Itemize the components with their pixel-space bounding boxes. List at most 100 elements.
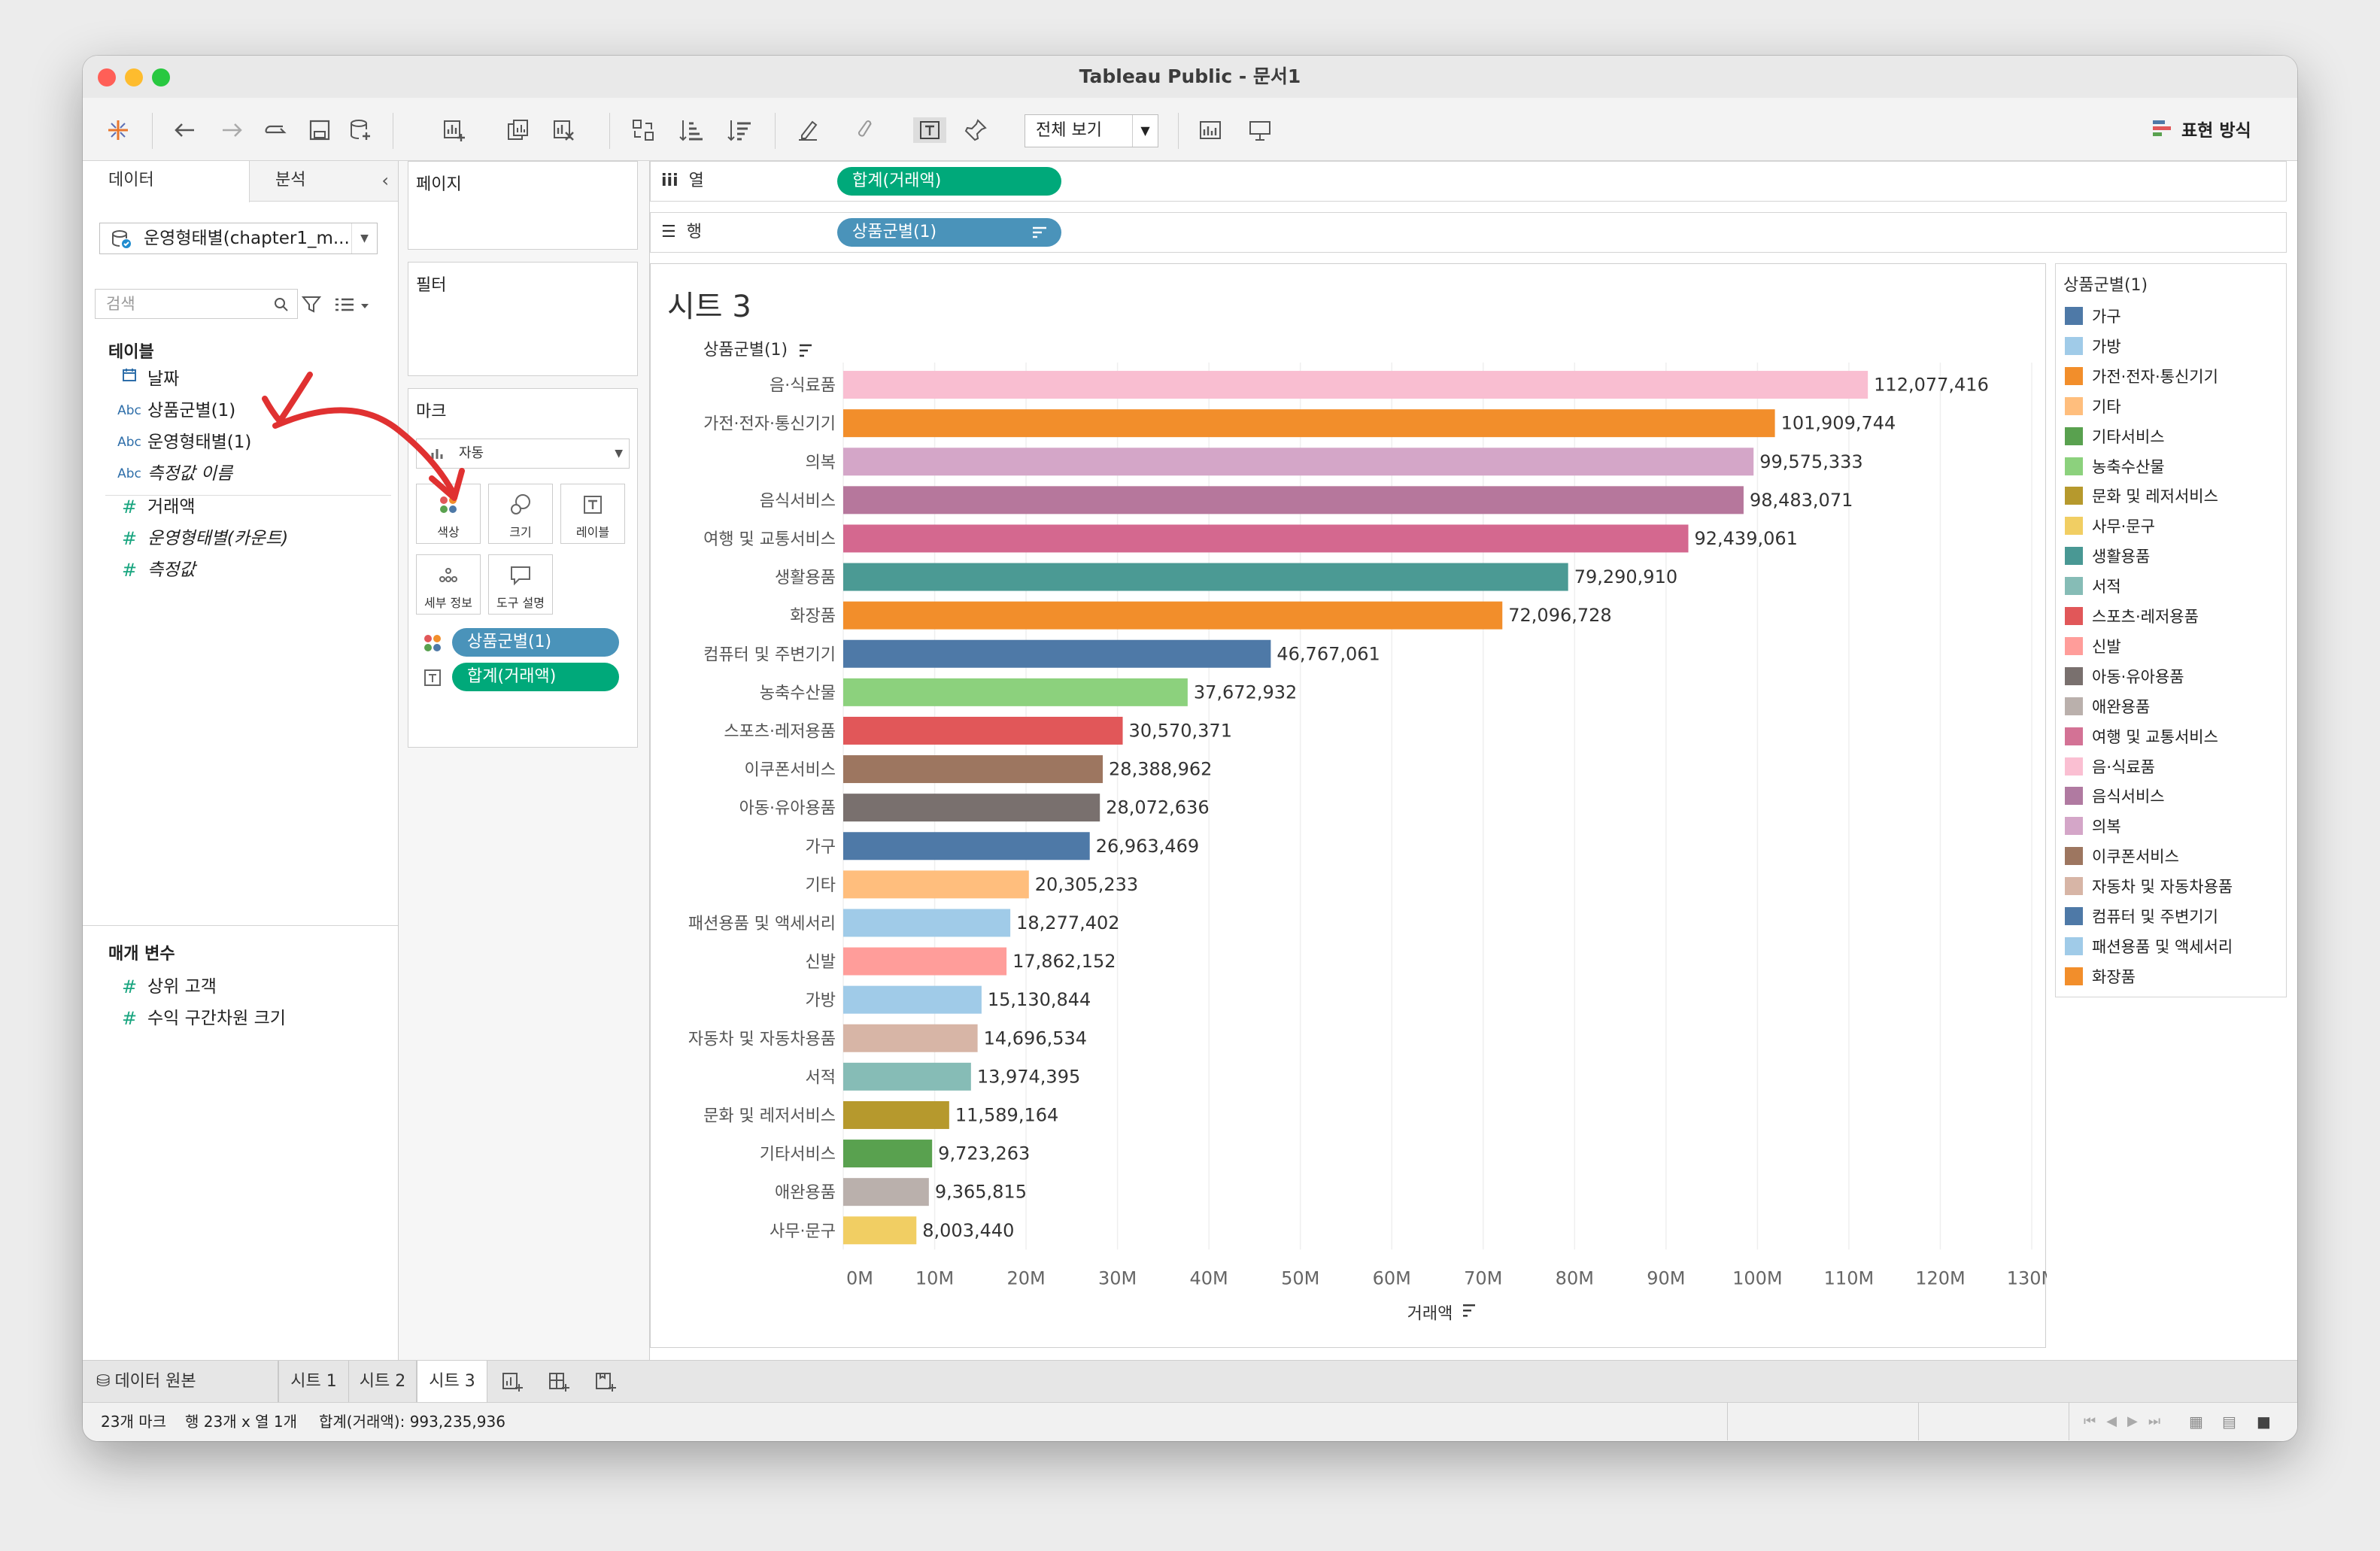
field-item[interactable]: # 운영형태별(카운트) xyxy=(111,524,288,554)
new-story-tab-icon[interactable] xyxy=(582,1361,629,1403)
zoom-window-button[interactable] xyxy=(152,68,170,87)
bar-mark[interactable] xyxy=(843,755,1103,784)
bar-mark[interactable] xyxy=(843,1140,933,1168)
tabs-view-icon[interactable]: ■ xyxy=(2257,1413,2271,1431)
legend-item[interactable]: 화장품 xyxy=(2065,964,2136,989)
bar-chart[interactable]: 상품군별(1) 음·식료품 112,077,416 가전·전자·통신기기 101,909… xyxy=(651,264,2047,1349)
duplicate-sheet-icon[interactable] xyxy=(505,117,531,143)
bar-mark[interactable] xyxy=(843,870,1029,899)
field-item[interactable]: Abc 운영형태별(1) xyxy=(111,427,251,457)
bar-mark[interactable] xyxy=(843,947,1007,976)
sort-ascending-icon[interactable] xyxy=(678,117,704,143)
legend-item[interactable]: 이쿠폰서비스 xyxy=(2065,843,2179,869)
bar-mark[interactable] xyxy=(843,563,1568,591)
pages-card[interactable]: 페이지 xyxy=(408,161,638,250)
bar-mark[interactable] xyxy=(843,1216,917,1245)
legend-item[interactable]: 신발 xyxy=(2065,633,2121,659)
bar-mark[interactable] xyxy=(843,448,1754,476)
legend-item[interactable]: 기타 xyxy=(2065,393,2121,419)
parameter-item[interactable]: # 수익 구간차원 크기 xyxy=(111,1003,286,1033)
field-item[interactable]: # 측정값 xyxy=(111,555,196,585)
tooltip-button[interactable]: 도구 설명 xyxy=(488,554,553,615)
legend-item[interactable]: 아동·유아용품 xyxy=(2065,663,2184,689)
presentation-mode-icon[interactable] xyxy=(1247,117,1273,143)
legend-item[interactable]: 서적 xyxy=(2065,573,2121,599)
bar-mark[interactable] xyxy=(843,794,1100,822)
bar-mark[interactable] xyxy=(843,1100,949,1129)
sort-descending-icon[interactable] xyxy=(727,117,752,143)
legend-item[interactable]: 애완용품 xyxy=(2065,694,2150,719)
minimize-window-button[interactable] xyxy=(125,68,143,87)
show-me-button[interactable]: 표현 방식 xyxy=(2151,116,2251,141)
new-datasource-icon[interactable] xyxy=(348,117,373,143)
bar-mark[interactable] xyxy=(843,524,1689,553)
bar-mark[interactable] xyxy=(843,909,1011,937)
detail-button[interactable]: 세부 정보 xyxy=(416,554,481,615)
label-button[interactable]: 레이블 xyxy=(560,484,625,544)
bar-mark[interactable] xyxy=(843,601,1503,630)
view-options-icon[interactable] xyxy=(334,296,372,314)
sheet-tab-1[interactable]: 시트 1 xyxy=(278,1361,349,1403)
bar-mark[interactable] xyxy=(843,1178,929,1207)
bar-mark[interactable] xyxy=(843,1062,971,1091)
bar-mark[interactable] xyxy=(843,486,1744,514)
legend-item[interactable]: 문화 및 레저서비스 xyxy=(2065,483,2218,508)
fit-dropdown[interactable]: 전체 보기 ▼ xyxy=(1025,114,1158,147)
group-members-icon[interactable] xyxy=(855,117,880,143)
sheet-navigation-icon[interactable]: ⏮◀▶⏭ xyxy=(2084,1413,2172,1429)
legend-item[interactable]: 농축수산물 xyxy=(2065,454,2165,479)
tab-analysis[interactable]: 분석 xyxy=(275,171,306,190)
bar-mark[interactable] xyxy=(843,1024,978,1052)
clear-sheet-icon[interactable] xyxy=(551,117,576,143)
legend-item[interactable]: 패션용품 및 액세서리 xyxy=(2065,933,2233,959)
datasource-selector[interactable]: 운영형태별(chapter1_m... ▼ xyxy=(99,223,378,254)
new-dashboard-tab-icon[interactable] xyxy=(536,1361,582,1403)
size-button[interactable]: 크기 xyxy=(488,484,553,544)
legend-item[interactable]: 가방 xyxy=(2065,333,2121,359)
tableau-logo-icon[interactable] xyxy=(105,117,131,143)
parameter-item[interactable]: # 상위 고객 xyxy=(111,972,217,1002)
mark-type-dropdown[interactable]: 자동 ▼ xyxy=(416,439,630,469)
field-item[interactable]: Abc 상품군별(1) xyxy=(111,396,235,426)
columns-shelf[interactable]: iii 열 합계(거래액) xyxy=(650,161,2287,202)
save-icon[interactable] xyxy=(307,117,332,143)
legend-item[interactable]: 의복 xyxy=(2065,813,2121,839)
sheet-tab-3[interactable]: 시트 3 xyxy=(417,1361,487,1403)
field-item[interactable]: # 거래액 xyxy=(111,492,196,522)
search-input[interactable]: 검색 xyxy=(95,289,298,319)
bar-mark[interactable] xyxy=(843,639,1271,668)
redo-icon[interactable] xyxy=(220,117,245,143)
tab-data[interactable]: 데이터 xyxy=(83,161,250,202)
legend-item[interactable]: 컴퓨터 및 주변기기 xyxy=(2065,903,2218,929)
collapse-pane-icon[interactable]: ‹ xyxy=(381,170,389,191)
highlight-icon[interactable] xyxy=(796,117,821,143)
legend-item[interactable]: 가전·전자·통신기기 xyxy=(2065,363,2218,389)
bar-mark[interactable] xyxy=(843,409,1775,438)
filmstrip-icon[interactable]: ▤ xyxy=(2222,1413,2236,1431)
sheet-tab-2[interactable]: 시트 2 xyxy=(349,1361,417,1403)
bar-mark[interactable] xyxy=(843,371,1868,399)
legend-item[interactable]: 자동차 및 자동차용품 xyxy=(2065,873,2233,899)
color-pill[interactable]: 상품군별(1) xyxy=(452,628,619,657)
legend-item[interactable]: 여행 및 교통서비스 xyxy=(2065,724,2218,749)
legend-item[interactable]: 스포츠·레저용품 xyxy=(2065,603,2199,629)
bar-mark[interactable] xyxy=(843,678,1188,706)
columns-pill[interactable]: 합계(거래액) xyxy=(837,167,1061,196)
legend-item[interactable]: 가구 xyxy=(2065,303,2121,329)
legend-item[interactable]: 기타서비스 xyxy=(2065,423,2165,449)
close-window-button[interactable] xyxy=(98,68,116,87)
rows-shelf[interactable]: ☰ 행 상품군별(1) xyxy=(650,212,2287,253)
bar-mark[interactable] xyxy=(843,985,982,1014)
sheet-sorter-icon[interactable]: ▦ xyxy=(2189,1413,2203,1431)
show-labels-icon[interactable] xyxy=(913,117,946,143)
bar-mark[interactable] xyxy=(843,832,1090,860)
swap-rows-columns-icon[interactable] xyxy=(630,117,656,143)
label-pill[interactable]: 합계(거래액) xyxy=(452,663,619,691)
undo-icon[interactable] xyxy=(172,117,197,143)
field-item[interactable]: Abc 측정값 이름 xyxy=(111,459,232,489)
legend-item[interactable]: 음·식료품 xyxy=(2065,754,2155,779)
legend-item[interactable]: 음식서비스 xyxy=(2065,783,2165,809)
rows-pill[interactable]: 상품군별(1) xyxy=(837,218,1061,247)
new-worksheet-icon[interactable] xyxy=(441,117,466,143)
field-item[interactable]: 날짜 xyxy=(111,364,179,394)
